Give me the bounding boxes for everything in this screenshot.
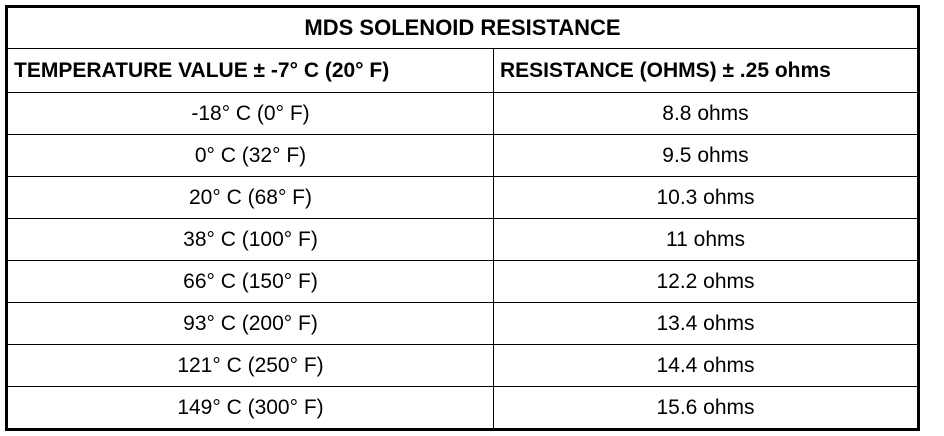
- header-cell: TEMPERATURE VALUE ± -7° C (20° F): [6, 48, 494, 93]
- table-title: MDS SOLENOID RESISTANCE: [6, 6, 919, 49]
- temperature-cell: 149° C (300° F): [6, 386, 494, 430]
- resistance-cell: 9.5 ohms: [493, 134, 919, 177]
- temperature-cell: 121° C (250° F): [6, 344, 494, 387]
- resistance-cell: 14.4 ohms: [493, 344, 919, 387]
- resistance-table: MDS SOLENOID RESISTANCE TEMPERATURE VALU…: [5, 5, 920, 431]
- resistance-cell: 12.2 ohms: [493, 260, 919, 303]
- temperature-cell: 93° C (200° F): [6, 302, 494, 345]
- resistance-cell: 15.6 ohms: [493, 386, 919, 430]
- resistance-cell: 10.3 ohms: [493, 176, 919, 219]
- table-wrap: MDS SOLENOID RESISTANCE TEMPERATURE VALU…: [5, 5, 920, 431]
- data-row: 121° C (250° F) 14.4 ohms: [6, 344, 919, 387]
- temperature-cell: 66° C (150° F): [6, 260, 494, 303]
- resistance-cell: 11 ohms: [493, 218, 919, 261]
- temperature-cell: 0° C (32° F): [6, 134, 494, 177]
- temperature-cell: 38° C (100° F): [6, 218, 494, 261]
- data-row: 0° C (32° F) 9.5 ohms: [6, 134, 919, 177]
- header-cell: RESISTANCE (OHMS) ± .25 ohms: [493, 48, 919, 93]
- temperature-cell: 20° C (68° F): [6, 176, 494, 219]
- data-row: 38° C (100° F) 11 ohms: [6, 218, 919, 261]
- table-body: MDS SOLENOID RESISTANCE TEMPERATURE VALU…: [6, 6, 919, 430]
- data-row: -18° C (0° F) 8.8 ohms: [6, 92, 919, 135]
- data-row: 149° C (300° F) 15.6 ohms: [6, 386, 919, 430]
- title-row: MDS SOLENOID RESISTANCE: [6, 6, 919, 49]
- resistance-cell: 8.8 ohms: [493, 92, 919, 135]
- data-row: 20° C (68° F) 10.3 ohms: [6, 176, 919, 219]
- resistance-cell: 13.4 ohms: [493, 302, 919, 345]
- data-row: 66° C (150° F) 12.2 ohms: [6, 260, 919, 303]
- temperature-cell: -18° C (0° F): [6, 92, 494, 135]
- header-row: TEMPERATURE VALUE ± -7° C (20° F) RESIST…: [6, 48, 919, 93]
- data-row: 93° C (200° F) 13.4 ohms: [6, 302, 919, 345]
